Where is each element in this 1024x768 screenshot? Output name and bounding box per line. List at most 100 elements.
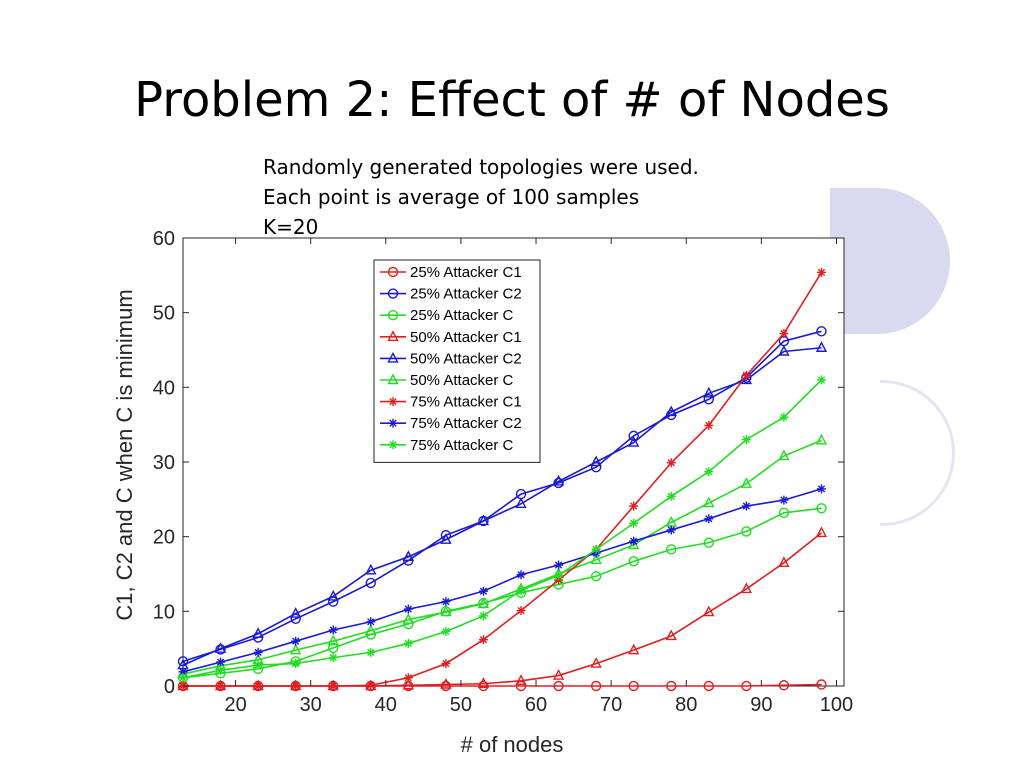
legend-label: 25% Attacker C2 [410,286,522,303]
legend-label: 50% Attacker C2 [410,350,522,367]
y-tick-label: 20 [153,527,175,549]
data-point [779,495,789,505]
data-point [628,680,639,692]
data-point [387,310,399,321]
data-point [178,673,188,683]
legend-entry: 75% Attacker C [380,437,514,454]
x-tick-label: 100 [820,694,853,716]
data-point [216,681,226,691]
data-point [388,397,398,407]
data-point [403,673,413,683]
data-point [740,582,753,594]
data-point [478,635,488,645]
data-point [665,629,677,641]
data-point [666,544,677,555]
data-point [477,514,490,526]
data-point [177,656,189,667]
data-point [778,507,790,518]
data-point [388,418,398,428]
data-point [441,626,451,636]
data-point [778,680,790,691]
y-axis-ticks: 0 10 20 30 40 50 60 [153,228,844,698]
data-point [629,501,639,511]
data-point [778,556,790,567]
slide-notes: Randomly generated topologies were used.… [263,152,699,242]
series-line [182,330,822,663]
data-point [216,665,226,675]
data-point [328,642,339,654]
data-point [666,525,676,535]
data-point [704,467,714,477]
data-point [477,677,490,688]
legend-entry: 75% Attacker C1 [380,394,522,411]
x-tick-label: 80 [675,694,697,716]
data-point [388,440,398,450]
data-point [816,503,827,514]
data-point [291,659,301,669]
legend-entry: 75% Attacker C2 [380,415,522,432]
y-tick-label: 50 [153,303,175,325]
data-point [703,605,715,617]
data-point [740,477,753,488]
data-point [666,680,677,692]
data-point [290,643,302,655]
legend-entry: 50% Attacker C [380,372,514,389]
data-point [216,657,226,667]
data-point [628,430,639,442]
legend-label: 25% Attacker C1 [410,264,522,281]
data-point [815,526,828,538]
legend-label: 75% Attacker C [410,437,514,454]
x-tick-label: 20 [224,694,246,716]
data-point [703,394,714,405]
data-point [403,638,413,648]
data-point [516,570,526,580]
data-point [590,455,602,467]
data-point [554,560,564,570]
data-point [365,577,376,589]
legend-label: 75% Attacker C2 [410,415,522,432]
data-point [387,373,399,385]
data-point [253,681,263,691]
data-point [553,477,564,489]
legend-label: 75% Attacker C1 [410,394,522,411]
data-point [478,586,488,596]
data-point [779,412,789,422]
x-tick-label: 50 [450,694,472,716]
data-point [779,329,789,339]
chart-legend: 25% Attacker C1 25% Attacker C2 25% Attack… [373,259,541,463]
data-point [741,526,752,537]
legend-label: 25% Attacker C [410,307,514,324]
data-point [290,607,302,618]
data-point [365,563,377,575]
note-line-2: Each point is average of 100 samples [263,185,640,209]
data-point [387,351,399,363]
data-point [402,613,415,624]
series-line [182,379,823,679]
data-point [704,514,714,524]
data-point [554,570,564,580]
data-point [816,679,827,690]
legend-label: 50% Attacker C1 [410,329,522,346]
data-point [816,326,827,337]
data-point [327,589,339,601]
data-point [291,681,301,691]
data-point [703,386,715,398]
x-tick-label: 30 [300,694,322,716]
data-point [552,474,565,486]
note-line-3: K=20 [263,215,319,239]
data-point [366,647,376,657]
data-point [327,634,339,646]
data-point [441,659,451,669]
data-point [440,605,452,617]
data-point [366,680,376,690]
data-point [703,496,715,508]
legend-entry: 25% Attacker C [380,307,514,324]
data-point [328,653,338,663]
x-tick-label: 70 [600,694,622,716]
legend-entry: 50% Attacker C2 [380,350,522,367]
data-point [365,624,377,635]
data-point [666,458,676,468]
y-tick-label: 60 [153,228,175,250]
data-point [387,330,399,341]
